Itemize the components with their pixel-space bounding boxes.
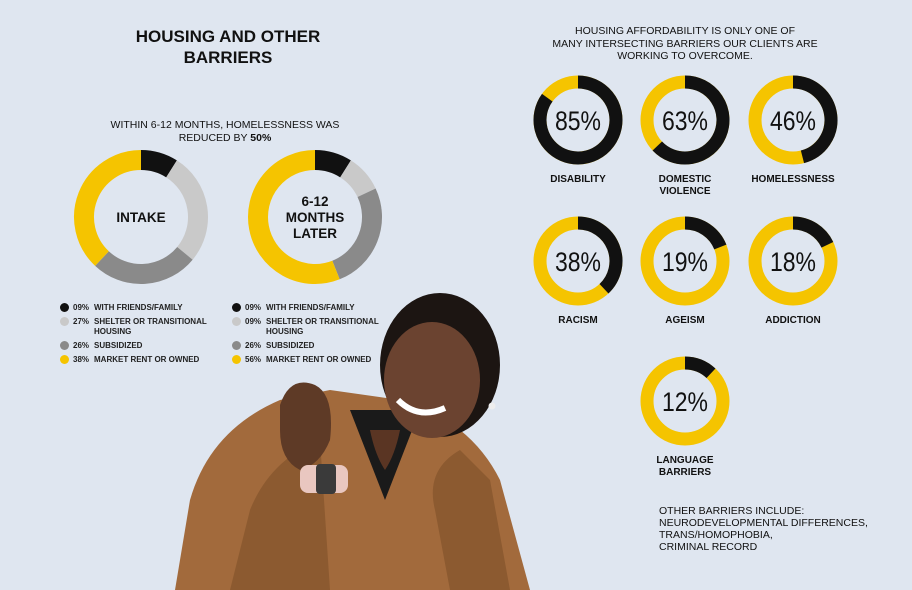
intro-line: HOUSING AFFORDABILITY IS ONLY ONE OF [575, 25, 795, 37]
later-legend: 09% WITH FRIENDS/FAMILY 09% SHELTER OR TRAN… [232, 303, 386, 369]
legend-swatch [60, 355, 69, 364]
legend-percent: 26% [73, 341, 90, 350]
subtitle: WITHIN 6-12 MONTHS, HOMELESSNESS WAS RED… [100, 119, 350, 145]
donut-slice [165, 160, 208, 260]
ring-value-label: 12% [662, 387, 708, 417]
legend-swatch [60, 317, 69, 326]
title-line: HOUSING AND OTHER [135, 27, 321, 46]
legend-percent: 09% [73, 303, 90, 312]
legend-item: 27% SHELTER OR TRANSITIONAL HOUSING [60, 317, 214, 337]
legend-label: SUBSIDIZED [266, 341, 315, 350]
subtitle-highlight: 50% [250, 132, 272, 144]
donut-center-label: MONTHS [286, 210, 345, 225]
ring-value-label: 18% [770, 247, 816, 277]
ring-value-label: 46% [770, 106, 816, 136]
legend-label: WITH FRIENDS/FAMILY [266, 303, 355, 312]
title-line: BARRIERS [183, 48, 273, 67]
donut-slice [74, 150, 142, 266]
legend-label: SHELTER OR TRANSITIONAL HOUSING [94, 317, 207, 336]
ring-value-arc [533, 75, 623, 165]
legend-label: WITH FRIENDS/FAMILY [94, 303, 183, 312]
ring-value-arc [652, 75, 730, 165]
legend-percent: 38% [73, 355, 90, 364]
intake-donut-chart: INTAKE [74, 150, 208, 284]
legend-swatch [232, 341, 241, 350]
ring-value-label: 63% [662, 106, 708, 136]
ring-category-label: ADDICTION [765, 315, 821, 326]
donut-slice [331, 188, 382, 280]
legend-percent: 26% [245, 341, 262, 350]
other-barriers: OTHER BARRIERS INCLUDE: NEURODEVELOPMENT… [659, 505, 868, 553]
legend-percent: 56% [245, 355, 262, 364]
legend-label: MARKET RENT OR OWNED [266, 355, 372, 364]
legend-item: 09% SHELTER OR TRANSITIONAL HOUSING [232, 317, 386, 337]
ring-category-label: VIOLENCE [659, 186, 710, 197]
person-photo [175, 293, 530, 590]
ring-value-arc [792, 75, 838, 164]
ring-category-label: AGEISM [665, 315, 704, 326]
donut-slice [95, 246, 193, 284]
legend-item: 09% WITH FRIENDS/FAMILY [232, 303, 386, 313]
donut-center-label: INTAKE [116, 210, 165, 225]
intro-line: MANY INTERSECTING BARRIERS OUR CLIENTS A… [552, 37, 818, 50]
ring-category-label: RACISM [558, 315, 597, 326]
legend-item: 26% SUBSIDIZED [60, 341, 214, 351]
legend-item: 09% WITH FRIENDS/FAMILY [60, 303, 214, 313]
ring-category-label: HOMELESSNESS [751, 174, 835, 185]
other-barriers-line: TRANS/HOMOPHOBIA, [659, 529, 773, 541]
ring-value-label: 38% [555, 247, 601, 277]
donut-center-label: LATER [293, 226, 337, 241]
intake-legend: 09% WITH FRIENDS/FAMILY 27% SHELTER OR TRAN… [60, 303, 214, 369]
ring-value-arc [792, 216, 834, 248]
other-barriers-line: CRIMINAL RECORD [659, 541, 758, 553]
legend-swatch [232, 303, 241, 312]
legend-swatch [60, 341, 69, 350]
donut-slice [140, 150, 177, 178]
other-barriers-line: NEURODEVELOPMENTAL DIFFERENCES, [659, 517, 868, 529]
ring-category-label: DOMESTIC [659, 174, 712, 185]
ring-category-label: LANGUAGE [656, 455, 714, 466]
donut-slice [314, 150, 351, 178]
donut-slice [248, 150, 340, 284]
page-title: HOUSING AND OTHER BARRIERS [108, 26, 348, 68]
legend-percent: 09% [245, 317, 262, 326]
barriers-intro: HOUSING AFFORDABILITY IS ONLY ONE OF MAN… [540, 25, 830, 63]
legend-item: 56% MARKET RENT OR OWNED [232, 355, 386, 365]
legend-item: 26% SUBSIDIZED [232, 341, 386, 351]
ring-category-label: BARRIERS [659, 467, 712, 478]
legend-label: SUBSIDIZED [94, 341, 143, 350]
ring-value-label: 19% [662, 247, 708, 277]
legend-swatch [232, 317, 241, 326]
ring-value-arc [577, 216, 623, 294]
other-barriers-line: OTHER BARRIERS INCLUDE: [659, 505, 805, 517]
donut-slice [339, 160, 376, 198]
subtitle-text: WITHIN 6-12 MONTHS, HOMELESSNESS WAS RED… [110, 119, 340, 144]
intro-line: WORKING TO OVERCOME. [617, 50, 753, 62]
ring-value-arc [684, 216, 727, 250]
ring-category-label: DISABILITY [550, 174, 606, 185]
donut-center-label: 6-12 [301, 194, 328, 209]
legend-label: MARKET RENT OR OWNED [94, 355, 200, 364]
legend-swatch [60, 303, 69, 312]
legend-label: SHELTER OR TRANSITIONAL HOUSING [266, 317, 379, 336]
legend-percent: 27% [73, 317, 90, 326]
legend-percent: 09% [245, 303, 262, 312]
ring-value-arc [684, 356, 716, 379]
legend-item: 38% MARKET RENT OR OWNED [60, 355, 214, 365]
legend-swatch [232, 355, 241, 364]
ring-value-label: 85% [555, 106, 601, 136]
